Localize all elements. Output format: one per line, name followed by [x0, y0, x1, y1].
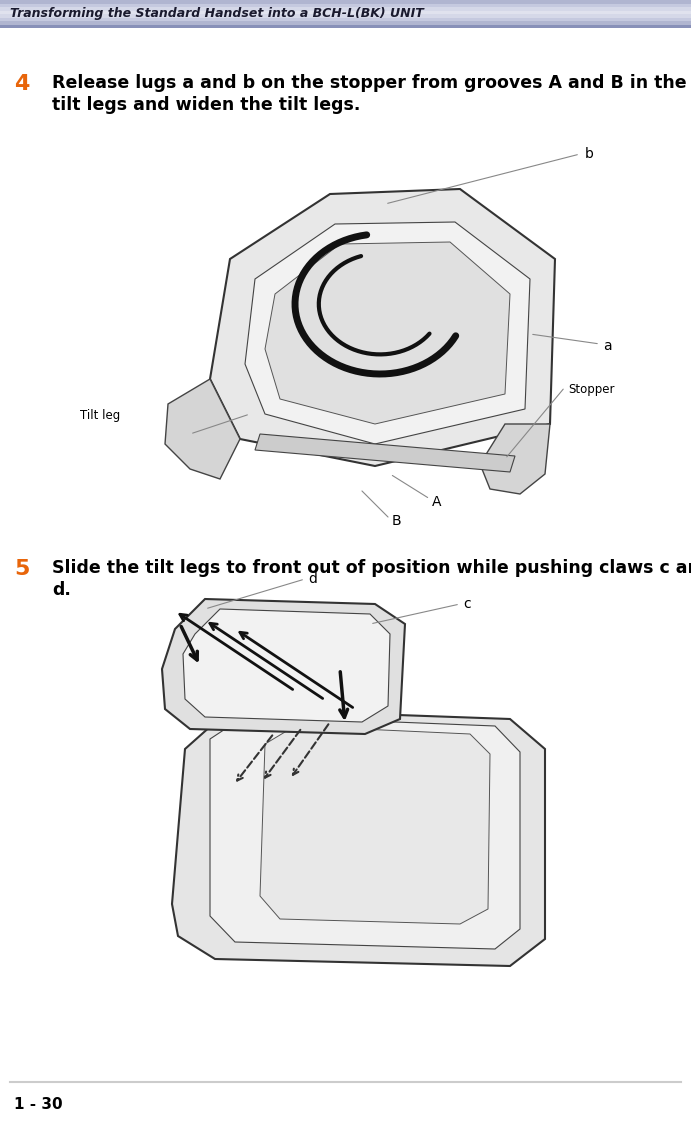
Text: 5: 5 [14, 559, 30, 579]
Text: Tilt leg: Tilt leg [80, 409, 120, 423]
Polygon shape [480, 424, 550, 494]
Text: 4: 4 [14, 74, 30, 94]
Text: d: d [308, 572, 317, 586]
Polygon shape [260, 726, 490, 924]
Bar [0, 0, 691, 3]
Text: 1 - 30: 1 - 30 [14, 1097, 63, 1112]
Polygon shape [183, 609, 390, 722]
Polygon shape [165, 379, 240, 479]
Text: a: a [603, 339, 612, 353]
Text: A: A [432, 496, 442, 509]
Bar [0, 7, 691, 10]
Bar [0, 17, 691, 22]
Bar [0, 14, 691, 17]
Text: tilt legs and widen the tilt legs.: tilt legs and widen the tilt legs. [52, 96, 361, 115]
Polygon shape [255, 434, 515, 472]
Polygon shape [210, 189, 555, 466]
Text: B: B [392, 514, 401, 528]
Bar [0, 3, 691, 7]
Text: c: c [463, 596, 471, 611]
Text: d.: d. [52, 581, 71, 599]
Polygon shape [265, 242, 510, 424]
Bar [0, 22, 691, 25]
Polygon shape [162, 599, 405, 734]
Text: Slide the tilt legs to front out of position while pushing claws c and: Slide the tilt legs to front out of posi… [52, 559, 691, 577]
Bar [0, 10, 691, 14]
Text: Transforming the Standard Handset into a BCH-L(BK) UNIT: Transforming the Standard Handset into a… [10, 8, 424, 20]
Bar [0, 25, 691, 28]
Text: Stopper: Stopper [568, 382, 614, 396]
Text: b: b [585, 147, 594, 161]
Polygon shape [245, 222, 530, 445]
Polygon shape [172, 709, 545, 966]
Text: Release lugs a and b on the stopper from grooves A and B in the: Release lugs a and b on the stopper from… [52, 74, 687, 92]
Polygon shape [210, 716, 520, 949]
